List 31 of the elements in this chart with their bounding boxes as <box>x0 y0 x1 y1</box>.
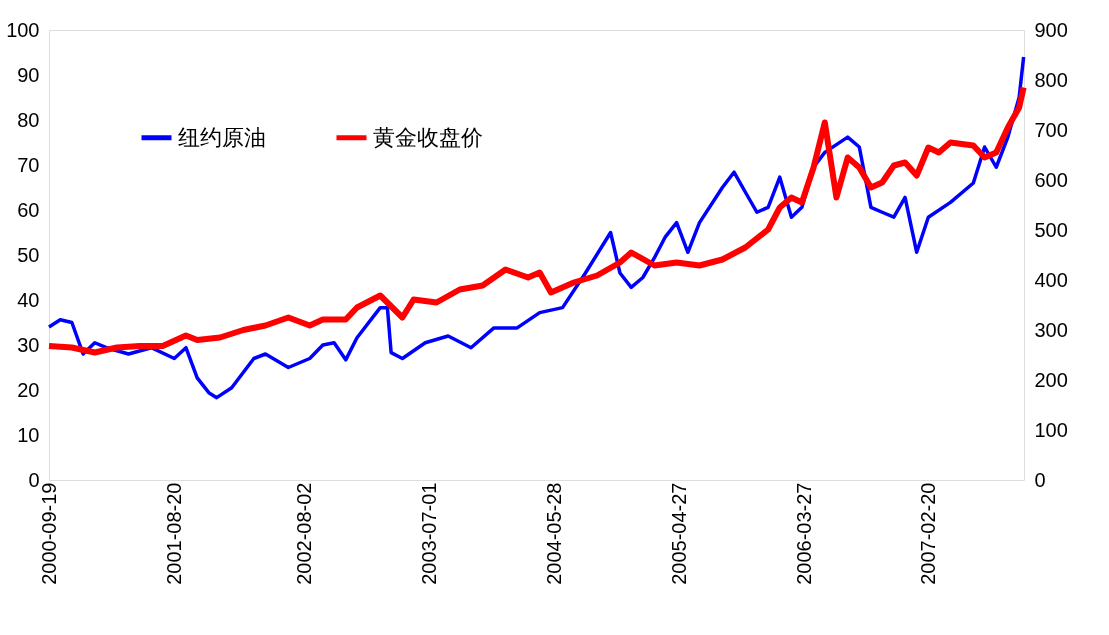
x-tick-label: 2004-05-28 <box>542 482 565 585</box>
y-tick-label: 10 <box>17 423 40 446</box>
x-tick-label: 2003-07-01 <box>418 482 441 585</box>
y2-tick-label: 900 <box>1034 18 1068 41</box>
x-tick-label: 2007-02-20 <box>917 482 940 585</box>
y-tick-label: 20 <box>17 378 40 401</box>
legend-label: 纽约原油 <box>178 124 266 150</box>
y2-tick-label: 0 <box>1034 468 1046 491</box>
y-tick-label: 70 <box>17 153 40 176</box>
y2-tick-label: 700 <box>1034 118 1068 141</box>
y-tick-label: 40 <box>17 288 40 311</box>
y2-tick-label: 600 <box>1034 168 1068 191</box>
line-series <box>47 55 1026 400</box>
y2-tick-label: 100 <box>1034 418 1068 441</box>
y2-tick-label: 200 <box>1034 368 1068 391</box>
y-tick-label: 30 <box>17 333 40 356</box>
x-tick-label: 2005-04-27 <box>668 482 691 585</box>
x-tick-label: 2002-08-02 <box>293 482 316 585</box>
y2-tick-label: 500 <box>1034 218 1068 241</box>
y2-tick-label: 800 <box>1034 68 1068 91</box>
x-tick-label: 2006-03-27 <box>793 482 816 585</box>
y-tick-label: 100 <box>6 18 40 41</box>
x-tick-label: 2001-08-20 <box>163 482 186 585</box>
y-tick-label: 50 <box>17 243 40 266</box>
y-tick-label: 60 <box>17 198 40 221</box>
y2-tick-label: 300 <box>1034 318 1068 341</box>
y-tick-label: 0 <box>28 468 40 491</box>
legend-label: 黄金收盘价 <box>373 124 483 150</box>
y-tick-label: 90 <box>17 63 40 86</box>
y-tick-label: 80 <box>17 108 40 131</box>
y2-tick-label: 400 <box>1034 268 1068 291</box>
